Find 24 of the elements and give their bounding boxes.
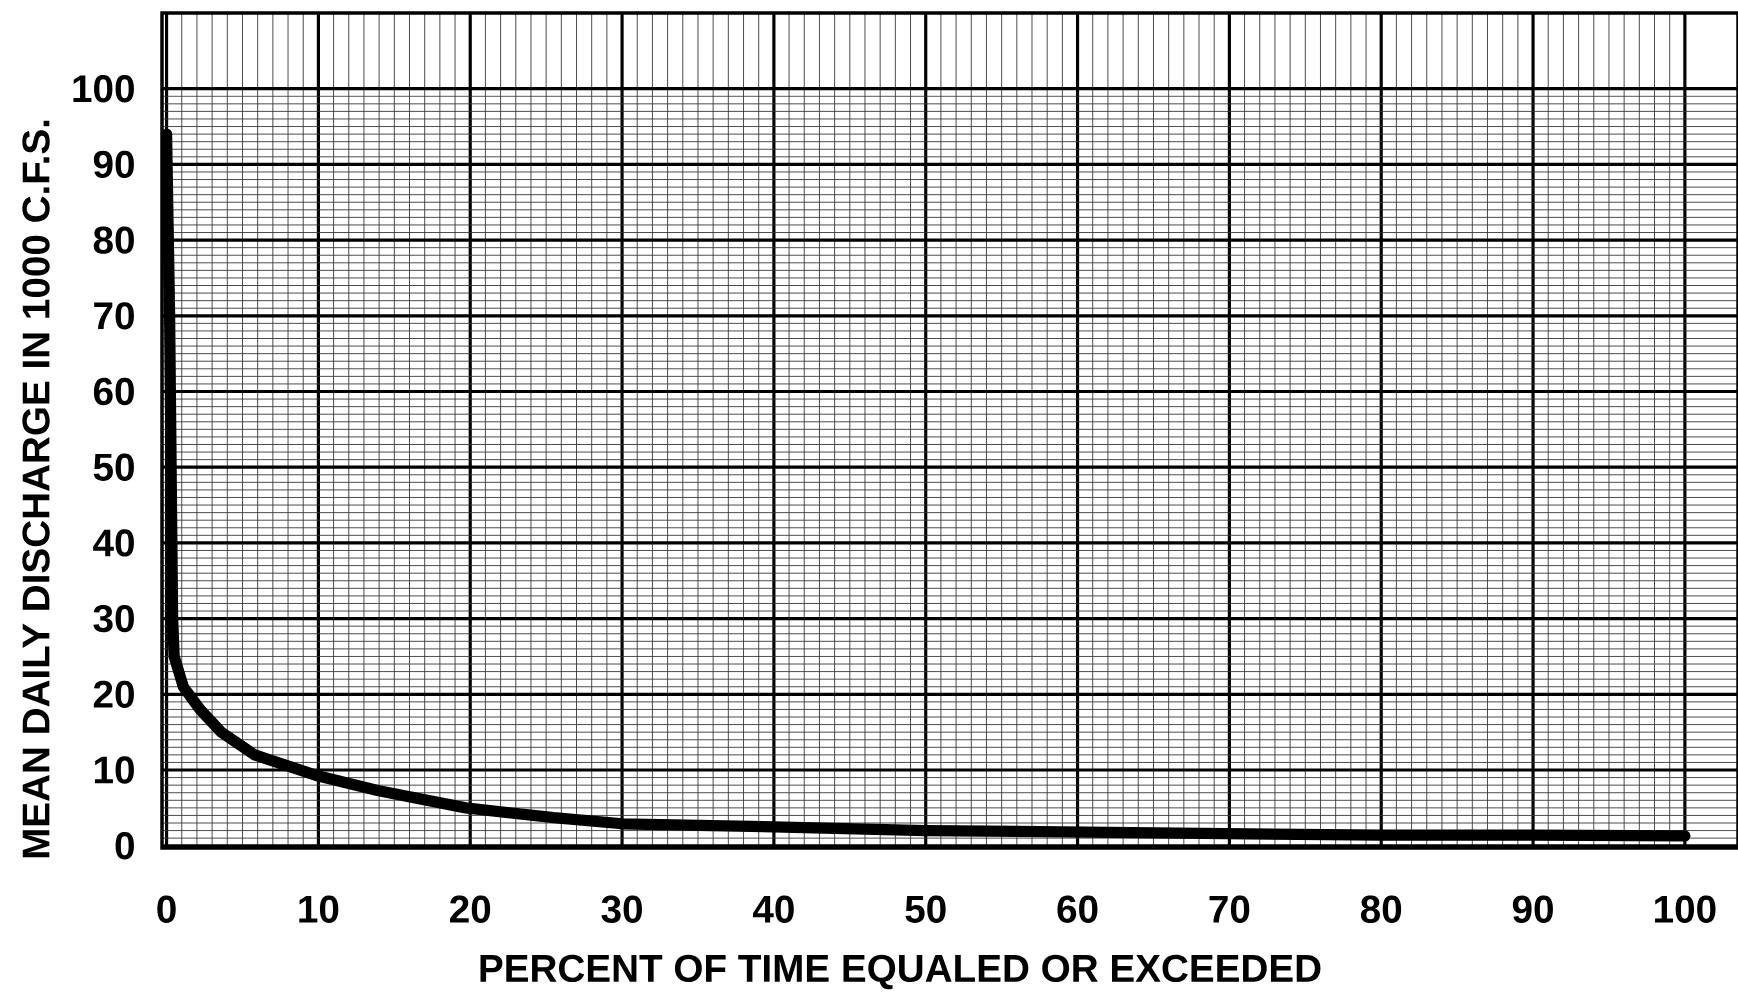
x-tick-label: 40 <box>753 895 794 923</box>
y-tick-label: 90 <box>93 150 134 179</box>
x-tick-label: 60 <box>1057 895 1098 923</box>
x-tick-label: 90 <box>1512 895 1553 923</box>
x-tick-label: 70 <box>1209 895 1250 923</box>
x-tick-label: 10 <box>299 895 339 923</box>
y-tick-label: 10 <box>94 756 134 784</box>
y-tick-label: 40 <box>93 529 134 557</box>
y-tick-label: 70 <box>94 302 134 330</box>
x-axis-title: PERCENT OF TIME EQUALED OR EXCEEDED <box>480 954 1321 990</box>
y-tick-label: 50 <box>93 453 134 481</box>
y-tick-label: 0 <box>115 832 134 860</box>
x-tick-label: 30 <box>601 895 642 923</box>
y-tick-label: 60 <box>93 377 134 406</box>
x-tick-label: 100 <box>1655 895 1716 923</box>
y-tick-label: 80 <box>93 226 134 254</box>
y-tick-label: 100 <box>73 75 134 103</box>
x-tick-label: 50 <box>905 895 946 923</box>
x-tick-label: 80 <box>1360 895 1402 923</box>
x-tick-label: 0 <box>157 895 176 923</box>
y-axis-title: MEAN DAILY DISCHARGE IN 1000 C.F.S. <box>22 120 50 858</box>
x-tick-label: 20 <box>450 895 491 923</box>
y-tick-label: 30 <box>93 604 134 633</box>
y-tick-label: 20 <box>93 680 134 708</box>
